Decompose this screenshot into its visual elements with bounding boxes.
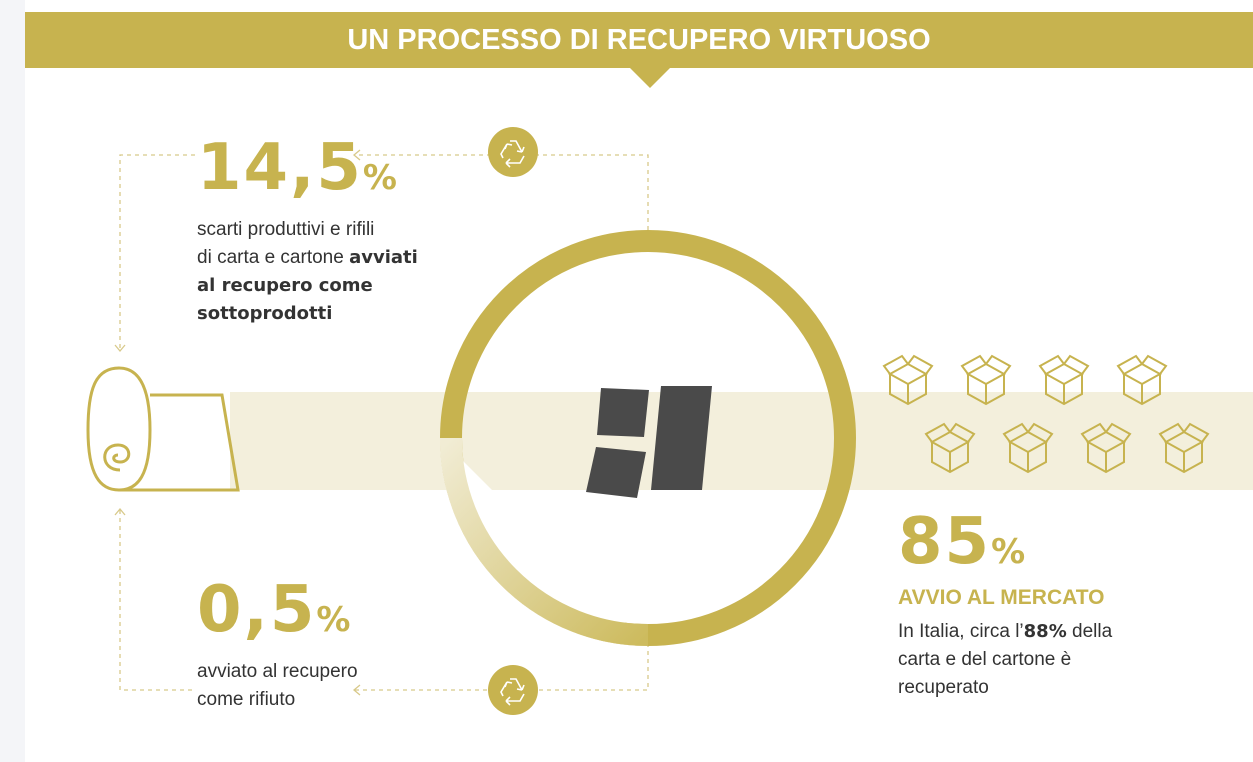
stat-value: 85 [898, 505, 992, 579]
stat-value: 14,5 [197, 131, 363, 205]
text-segment: della [1066, 621, 1113, 642]
text-line: recuperato [898, 674, 1112, 702]
stat-number: 0,5% [197, 578, 358, 652]
band [230, 392, 1253, 490]
text-segment: scarti produttivi e rifili [197, 219, 375, 240]
stat-block: 0,5% avviato al recupero come rifiuto [197, 578, 358, 714]
stat-unit: % [991, 532, 1026, 572]
text-line: scarti produttivi e rifili [197, 216, 418, 244]
title-band [25, 12, 1253, 68]
stat-number: 85% [898, 510, 1112, 584]
text-segment: di carta e cartone [197, 247, 350, 268]
text-segment: recuperato [898, 677, 989, 698]
text-segment: al recupero come [197, 275, 373, 296]
text-line: carta e del cartone è [898, 646, 1112, 674]
text-line: come rifiuto [197, 686, 358, 714]
arrows [114, 149, 361, 696]
text-segment: sottoprodotti [197, 303, 333, 324]
text-segment: 88% [1023, 621, 1067, 642]
recycle-icon [487, 126, 539, 178]
text-segment: come rifiuto [197, 689, 296, 710]
stat-block: 85% AVVIO AL MERCATO In Italia, circa l’88… [898, 510, 1112, 702]
title-pointer [630, 68, 670, 88]
stat-unit: % [316, 600, 351, 640]
stat-heading: AVVIO AL MERCATO [898, 586, 1105, 609]
flow-lines [119, 154, 649, 691]
text-segment: carta e del cartone è [898, 649, 1072, 670]
text-line: avviato al recupero [197, 658, 358, 686]
side-strip [0, 0, 25, 762]
ring-mask [440, 438, 648, 646]
ring-fade [440, 437, 649, 646]
stat-value: 0,5 [197, 573, 317, 647]
title: UN PROCESSO DI RECUPERO VIRTUOSO [347, 24, 931, 56]
stat-block: 14,5% scarti produttivi e rifili di carta … [197, 136, 418, 328]
text-segment: In Italia, circa l’ [898, 621, 1024, 642]
text-segment: avviati [349, 247, 418, 268]
text-line: In Italia, circa l’88% della [898, 618, 1112, 646]
text-line: di carta e cartone avviati [197, 244, 418, 272]
text-line: al recupero come [197, 272, 418, 300]
logo [586, 386, 712, 498]
recycle-icon [487, 664, 539, 716]
stat-unit: % [362, 158, 397, 198]
stat-number: 14,5% [197, 136, 418, 210]
text-line: sottoprodotti [197, 300, 418, 328]
text-segment: avviato al recupero [197, 661, 358, 682]
paper-roll [86, 366, 240, 492]
